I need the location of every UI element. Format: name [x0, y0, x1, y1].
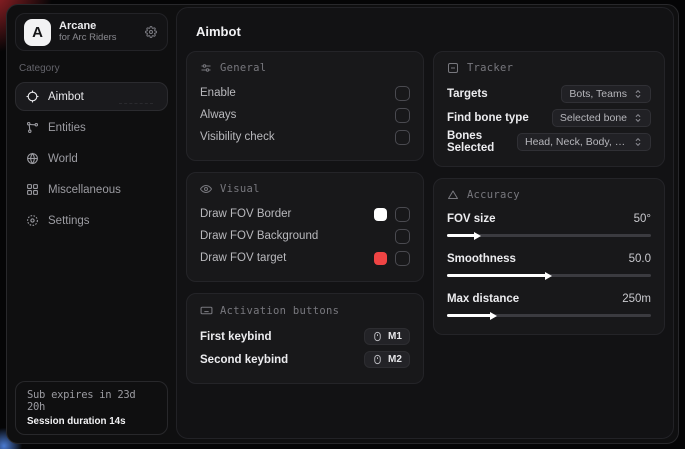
setting-row: Find bone type Selected bone: [447, 106, 651, 130]
triangle-icon: [447, 189, 460, 201]
enable-checkbox[interactable]: [394, 85, 410, 101]
chevrons-up-down-icon: [633, 89, 643, 99]
fov-size-value: 50°: [633, 213, 651, 225]
setting-row: FOV size 50°: [446, 209, 651, 240]
grid-icon: [26, 183, 39, 196]
fov-size-slider[interactable]: [446, 231, 651, 240]
slider-thumb[interactable]: [544, 271, 552, 280]
always-checkbox[interactable]: [394, 107, 410, 123]
draw-fov-border-checkbox[interactable]: [394, 206, 410, 222]
sidebar-item-label: Miscellaneous: [48, 183, 121, 196]
setting-row: Targets Bots, Teams: [447, 82, 651, 106]
setting-row: Always: [200, 104, 410, 126]
gear-icon: [26, 214, 39, 227]
main-panel: Aimbot General Enable: [176, 7, 674, 439]
sliders-icon: [200, 62, 213, 74]
session-duration-text: Session duration 14s: [27, 416, 126, 427]
entities-icon: [26, 121, 39, 134]
category-label: Category: [19, 63, 60, 74]
app-logo: A: [24, 18, 51, 46]
brand-card: A Arcane for Arc Riders: [15, 13, 168, 51]
sub-expires-text: Sub expires in 23d 20h: [27, 389, 136, 413]
app-subtitle: for Arc Riders: [59, 31, 117, 43]
card-title: Visual: [220, 183, 260, 195]
activation-buttons-card: Activation buttons First keybind M1 Seco…: [186, 293, 424, 384]
smoothness-value: 50.0: [628, 253, 651, 265]
focus-frame-icon: [447, 62, 460, 74]
chevrons-up-down-icon: [633, 137, 643, 147]
setting-row: Draw FOV Background: [200, 225, 410, 247]
sidebar-item-settings[interactable]: Settings: [15, 206, 168, 235]
sidebar-item-label: Entities: [48, 121, 86, 134]
sidebar-item-label: Settings: [48, 214, 90, 227]
dashed-decoration: [119, 103, 153, 104]
setting-row: Max distance 250m: [446, 289, 651, 320]
visibility-check-checkbox[interactable]: [394, 129, 410, 145]
setting-row: Draw FOV Border: [200, 203, 410, 225]
sidebar-nav: Aimbot Entities World Miscellaneous: [15, 82, 168, 235]
app-window: A Arcane for Arc Riders Category Aimbot: [6, 4, 679, 444]
card-title: Activation buttons: [220, 304, 340, 317]
draw-fov-target-checkbox[interactable]: [394, 250, 410, 266]
slider-thumb[interactable]: [489, 311, 497, 320]
sidebar-item-world[interactable]: World: [15, 144, 168, 173]
find-bone-type-dropdown[interactable]: Selected bone: [551, 109, 651, 127]
page-title: Aimbot: [196, 24, 241, 39]
sidebar-item-entities[interactable]: Entities: [15, 113, 168, 142]
first-keybind-button[interactable]: M1: [364, 328, 410, 345]
card-title: Accuracy: [466, 189, 520, 201]
mouse-icon: [372, 331, 383, 342]
setting-row: Enable: [200, 82, 410, 104]
app-name: Arcane: [59, 20, 97, 33]
setting-row: Draw FOV target: [200, 247, 410, 269]
sidebar: A Arcane for Arc Riders Category Aimbot: [7, 5, 176, 443]
setting-row: First keybind M1: [200, 325, 410, 348]
tracker-card: Tracker Targets Bots, Teams Find bone ty…: [432, 51, 665, 167]
setting-row: Visibility check: [200, 126, 410, 148]
targets-dropdown[interactable]: Bots, Teams: [561, 85, 651, 103]
setting-row: Second keybind M2: [200, 348, 410, 371]
second-keybind-button[interactable]: M2: [364, 351, 410, 368]
gear-icon: [145, 26, 157, 38]
smoothness-slider[interactable]: [446, 271, 651, 280]
globe-icon: [26, 152, 39, 165]
card-title: Tracker: [466, 62, 514, 74]
chevrons-up-down-icon: [633, 113, 643, 123]
subscription-status-box: Sub expires in 23d 20h Session duration …: [15, 381, 168, 435]
keyboard-icon: [200, 304, 213, 317]
eye-icon: [200, 183, 213, 195]
sidebar-item-label: Aimbot: [48, 90, 84, 103]
visual-card: Visual Draw FOV Border Draw FOV Backgrou…: [186, 172, 424, 282]
brand-gear-button[interactable]: [143, 24, 159, 40]
setting-row: Bones Selected Head, Neck, Body, Fe..: [447, 130, 651, 154]
slider-thumb[interactable]: [473, 231, 481, 240]
sidebar-item-label: World: [48, 152, 78, 165]
bones-selected-dropdown[interactable]: Head, Neck, Body, Fe..: [517, 133, 651, 151]
sidebar-item-aimbot[interactable]: Aimbot: [15, 82, 168, 111]
card-title: General: [220, 62, 267, 74]
fov-target-color-swatch[interactable]: [373, 251, 387, 265]
accuracy-card: Accuracy FOV size 50°: [432, 178, 665, 335]
crosshair-icon: [26, 90, 39, 103]
sidebar-item-miscellaneous[interactable]: Miscellaneous: [15, 175, 168, 204]
max-distance-slider[interactable]: [446, 311, 651, 320]
max-distance-value: 250m: [622, 293, 651, 305]
setting-row: Smoothness 50.0: [446, 249, 651, 280]
draw-fov-background-checkbox[interactable]: [394, 228, 410, 244]
general-card: General Enable Always Visibility check: [186, 51, 424, 161]
fov-border-color-swatch[interactable]: [373, 207, 387, 221]
mouse-icon: [372, 354, 383, 365]
